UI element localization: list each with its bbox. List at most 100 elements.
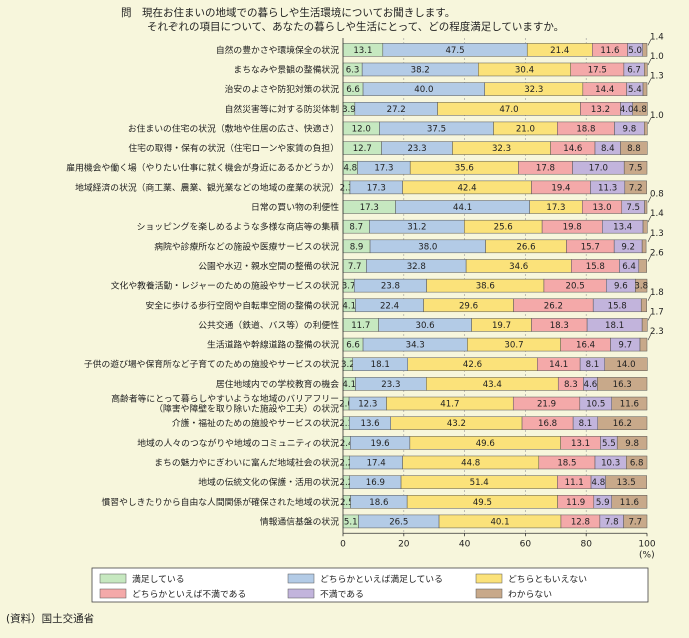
data-label: 18.5 [557,458,576,468]
data-label: 11.3 [598,183,617,193]
data-label: 15.8 [586,262,605,272]
data-label: 4.1 [342,380,356,390]
data-label: 12.7 [353,144,372,154]
legend-label: どちらかといえば不満である [132,589,246,600]
data-label: 9.2 [621,242,635,252]
legend-box [91,567,649,603]
bar-segment [642,43,648,57]
bar-segment [623,514,648,529]
bars: 13.1 47.5 21.4 11.6 5.0 1.4 6.3 38.2 30.4 17.5 6.7… [339,32,664,529]
data-label: 6.6 [346,341,360,351]
bar-segment [626,455,648,470]
data-label: 8.1 [586,360,600,370]
data-label: 43.2 [447,419,466,429]
data-label: 7.5 [629,164,643,174]
data-label: 8.7 [349,223,363,233]
data-label: 13.6 [360,419,379,429]
data-label: 13.5 [617,478,636,488]
data-label: 16.4 [576,341,595,351]
data-label: 18.8 [576,124,595,134]
bar-segment [597,416,648,430]
bar-segment [644,200,648,214]
bar-segment [611,495,648,509]
data-label: 19.7 [492,321,511,331]
data-label: 1.4 [650,209,664,219]
data-label: 15.8 [608,301,627,311]
data-label: 7.7 [348,262,362,272]
legend-label: わからない [508,589,552,600]
data-label: 38.0 [418,242,437,252]
bar-segment [641,239,647,254]
data-label: 4.8 [343,164,357,174]
legend-swatch [99,588,127,599]
data-label: 30.6 [416,321,435,331]
data-label: 4.8 [633,105,647,115]
data-label: 17.3 [360,203,379,213]
category-label: 文化や教養活動・レジャーのための施設やサービスの状況 [111,280,339,292]
category-label: 日常の買い物の利便性 [251,201,339,213]
category-label: 生活道路や幹線道路の整備の状況 [207,339,339,351]
data-label: 4.6 [584,380,598,390]
data-label: 7.2 [629,183,643,193]
legend-swatch [475,573,503,584]
data-label: 8.8 [627,144,641,154]
legend-label: どちらかといえば満足している [320,574,443,585]
data-label: 19.4 [551,183,570,193]
data-label: 5.4 [628,85,642,95]
data-label: 2.3 [340,183,354,193]
bar-segment [611,396,648,411]
data-label: 11.9 [566,498,585,508]
data-label: 18.3 [550,321,569,331]
category-labels: 自然の豊かさや環境保全の状況まちなみや景観の整備状況治安のよさや防犯対策の状況自… [66,44,339,528]
bar-segment [616,436,648,450]
data-label: 2.3 [650,327,664,337]
data-label: 3.2 [341,360,355,370]
data-label: 34.3 [406,341,425,351]
x-tick-label: 0 [340,539,346,549]
data-label: 13.1 [353,46,372,56]
data-label: 5.5 [602,439,616,449]
data-label: 17.5 [588,65,607,75]
data-label: 18.1 [371,360,390,370]
bar-segment [620,141,648,155]
x-tick-label: 40 [459,539,471,549]
category-label: 安全に歩ける歩行空間や自転車空間の整備の状況 [145,299,339,311]
category-label: まちの魅力やにぎわいに富んだ地域社会の状況 [154,456,339,468]
data-label: 17.0 [589,164,608,174]
data-label: 11.6 [620,498,639,508]
data-label: 23.3 [407,144,426,154]
data-label: 13.1 [571,439,590,449]
data-label: 4.1 [342,301,356,311]
data-label: 21.0 [516,124,535,134]
data-label: 22.4 [380,301,399,311]
leader-line [647,333,652,341]
data-label: 27.2 [387,105,406,115]
bar-segment [640,298,647,313]
data-label: 3.8 [634,282,648,292]
bar-segment [632,102,648,116]
data-label: 25.6 [494,223,513,233]
data-label: 37.5 [427,124,446,134]
data-label: 6.6 [346,85,360,95]
leader-line [647,235,652,242]
data-label: 1.3 [650,72,664,82]
category-label: 自然災害等に対する防災体制 [225,103,340,115]
data-label: 49.5 [473,498,492,508]
data-label: 14.1 [549,360,568,370]
data-label: 10.3 [601,458,620,468]
data-label: 2.0 [339,400,353,410]
data-label: 13.2 [591,105,610,115]
data-label: 35.6 [455,164,474,174]
data-label: 49.6 [476,439,495,449]
leader-line [647,39,652,46]
data-label: 2.2 [340,458,354,468]
data-label: 31.2 [407,223,426,233]
category-label: 慣習やしきたりから自由な人間関係が確保された地域の状況 [101,496,339,508]
data-label: 42.4 [457,183,476,193]
data-label: 9.8 [625,439,639,449]
bar-segment [644,121,648,136]
category-label: 治安のよさや防犯対策の状況 [225,83,340,95]
data-label: 12.8 [571,517,590,527]
category-label: 病院や診療所などの施設や医療サービスの状況 [154,240,339,252]
